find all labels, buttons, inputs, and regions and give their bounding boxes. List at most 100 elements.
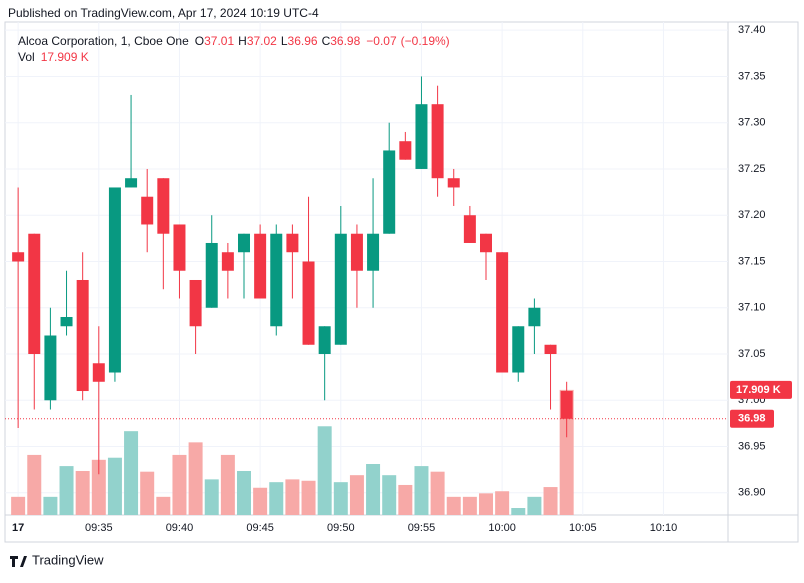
candle-body bbox=[60, 317, 73, 327]
candle-body bbox=[431, 104, 444, 179]
candle-body bbox=[157, 178, 170, 234]
volume-bar bbox=[269, 482, 284, 515]
volume-bar bbox=[11, 496, 26, 515]
volume-bar bbox=[188, 442, 203, 515]
candle-body bbox=[334, 233, 347, 345]
volume-bar bbox=[543, 487, 558, 515]
overlay: 36.98 17.909 K bbox=[5, 380, 792, 428]
volume-bar bbox=[204, 479, 219, 515]
candle-body bbox=[496, 252, 509, 373]
candle-body bbox=[238, 233, 250, 253]
volume-bar bbox=[366, 464, 381, 515]
y-tick-label: 37.40 bbox=[738, 24, 766, 36]
x-tick-label: 10:00 bbox=[488, 522, 516, 534]
brand: TradingView bbox=[32, 552, 104, 567]
y-tick-label: 37.20 bbox=[738, 209, 766, 221]
volume-bar bbox=[253, 487, 268, 515]
candle-body bbox=[270, 233, 283, 327]
volume-bar bbox=[75, 470, 90, 515]
candle-body bbox=[125, 178, 138, 188]
y-tick-label: 37.15 bbox=[738, 255, 766, 267]
last-price-label: 36.98 bbox=[738, 413, 766, 425]
volume-value: 17.909 K bbox=[41, 50, 89, 64]
candle-body bbox=[528, 307, 541, 327]
volume-badge bbox=[730, 380, 792, 399]
y-tick-label: 36.95 bbox=[738, 440, 766, 452]
candle-body bbox=[173, 224, 186, 271]
y-tick-label: 36.90 bbox=[738, 487, 766, 499]
last-price-badge bbox=[730, 409, 774, 428]
volume-bar bbox=[430, 471, 445, 515]
tradingview-logo: TradingView bbox=[10, 552, 104, 567]
candle-body bbox=[76, 279, 89, 392]
volume-bar bbox=[559, 389, 574, 515]
volume-bar bbox=[301, 480, 316, 515]
volume-legend: Vol 17.909 K bbox=[18, 50, 89, 64]
legend-change: −0.07 bbox=[366, 34, 397, 48]
candle-body bbox=[189, 279, 202, 327]
volume-bar bbox=[91, 459, 106, 515]
y-tick-label: 37.30 bbox=[738, 117, 766, 129]
volume-bar bbox=[349, 475, 364, 515]
legend-value: 37.02 bbox=[247, 34, 277, 48]
volume-bar bbox=[107, 457, 122, 515]
volume-label: 17.909 K bbox=[736, 384, 781, 396]
volume bbox=[11, 389, 574, 515]
volume-bar bbox=[382, 475, 397, 515]
legend-key: H bbox=[238, 34, 247, 48]
volume-bar bbox=[172, 454, 187, 515]
candle-body bbox=[221, 252, 234, 271]
volume-bar bbox=[527, 496, 542, 515]
grid: 36.9036.9537.0037.0537.1037.1537.2037.25… bbox=[5, 22, 766, 534]
candle-body bbox=[108, 187, 121, 373]
candle-body bbox=[367, 233, 380, 271]
volume-bar bbox=[220, 454, 235, 515]
y-tick-label: 37.10 bbox=[738, 302, 766, 314]
legend-change-percent: (−0.19%) bbox=[401, 34, 450, 48]
candle-body bbox=[302, 261, 315, 345]
volume-bar bbox=[462, 496, 477, 515]
legend-value: 37.01 bbox=[204, 34, 234, 48]
candle-body bbox=[399, 141, 412, 160]
volume-bar bbox=[285, 479, 300, 515]
y-tick-label: 37.05 bbox=[738, 348, 766, 360]
x-tick-label: 09:55 bbox=[408, 522, 436, 534]
volume-bar bbox=[59, 466, 74, 515]
candle-body bbox=[350, 233, 363, 271]
candle-body bbox=[92, 363, 105, 382]
volume-bar bbox=[333, 482, 348, 515]
volume-bar bbox=[414, 466, 429, 515]
logo-icon bbox=[10, 556, 27, 567]
volume-name: Vol bbox=[18, 50, 35, 64]
volume-bar bbox=[398, 484, 413, 515]
candle-body bbox=[44, 335, 57, 401]
x-tick-label: 09:35 bbox=[85, 522, 113, 534]
legend-title: Alcoa Corporation, 1, Cboe One bbox=[18, 34, 189, 48]
candle-body bbox=[141, 196, 154, 225]
candle-body bbox=[205, 242, 218, 308]
chart-frame bbox=[4, 21, 799, 543]
volume-bar bbox=[237, 470, 251, 515]
candle-body bbox=[286, 233, 299, 253]
volume-bar bbox=[140, 471, 155, 515]
candle-body bbox=[447, 178, 460, 188]
candles bbox=[12, 76, 573, 475]
legend-key: O bbox=[195, 34, 204, 48]
volume-bar bbox=[27, 454, 42, 515]
published-note: Published on TradingView.com, Apr 17, 20… bbox=[8, 6, 319, 20]
x-tick-label: 10:10 bbox=[650, 522, 678, 534]
candle-body bbox=[512, 326, 525, 373]
candle-body bbox=[383, 150, 396, 234]
volume-bar bbox=[43, 496, 58, 515]
volume-bar bbox=[124, 431, 139, 515]
candle-body bbox=[28, 233, 41, 355]
x-tick-label: 09:50 bbox=[327, 522, 355, 534]
volume-bar bbox=[495, 491, 510, 515]
volume-bar bbox=[317, 426, 332, 515]
candle-body bbox=[463, 215, 476, 243]
x-tick-label: 17 bbox=[12, 522, 24, 534]
legend-value: 36.98 bbox=[330, 34, 360, 48]
legend-key: C bbox=[322, 34, 331, 48]
